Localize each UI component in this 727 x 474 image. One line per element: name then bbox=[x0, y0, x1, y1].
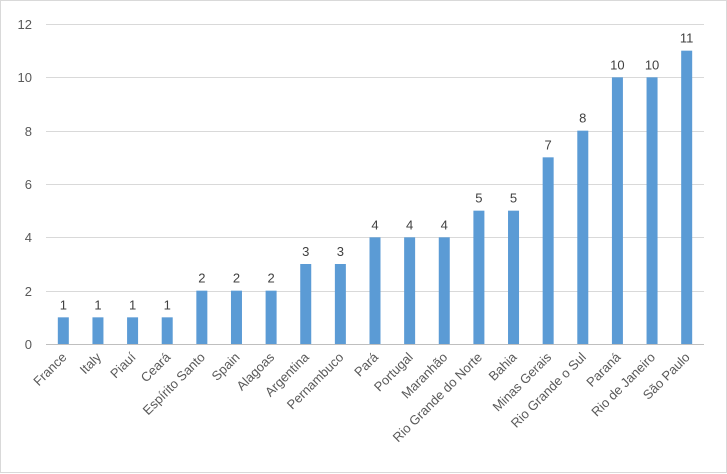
data-label: 4 bbox=[371, 217, 378, 232]
bar bbox=[404, 237, 416, 344]
y-tick-label: 6 bbox=[25, 177, 32, 192]
bar bbox=[334, 264, 346, 344]
bars bbox=[57, 50, 693, 345]
bar bbox=[57, 317, 69, 344]
bar bbox=[300, 264, 312, 344]
bar bbox=[92, 317, 104, 344]
data-label: 10 bbox=[645, 57, 659, 72]
y-tick-label: 4 bbox=[25, 230, 32, 245]
data-label: 2 bbox=[198, 271, 205, 286]
bar bbox=[230, 290, 242, 344]
data-label: 4 bbox=[406, 217, 413, 232]
x-tick-label: Pará bbox=[351, 349, 382, 380]
bar bbox=[542, 157, 554, 344]
x-tick-label: France bbox=[30, 350, 69, 389]
data-label: 1 bbox=[60, 297, 67, 312]
bar bbox=[161, 317, 173, 344]
y-tick-label: 10 bbox=[18, 70, 32, 85]
y-tick-label: 2 bbox=[25, 284, 32, 299]
bar bbox=[681, 50, 693, 345]
bar bbox=[369, 237, 381, 344]
bar bbox=[508, 210, 520, 344]
y-axis-ticks: 0 2 4 6 8 10 12 bbox=[18, 17, 32, 352]
data-label: 3 bbox=[302, 244, 309, 259]
data-label: 2 bbox=[267, 271, 274, 286]
bar bbox=[577, 130, 589, 344]
data-label: 2 bbox=[233, 271, 240, 286]
data-label: 1 bbox=[129, 297, 136, 312]
bar bbox=[265, 290, 277, 344]
data-label: 10 bbox=[610, 57, 624, 72]
data-label: 1 bbox=[94, 297, 101, 312]
x-tick-label: Espírito Santo bbox=[140, 350, 208, 418]
bar bbox=[438, 237, 450, 344]
y-tick-label: 8 bbox=[25, 124, 32, 139]
bar bbox=[473, 210, 485, 344]
bar bbox=[646, 77, 658, 344]
y-tick-label: 12 bbox=[18, 17, 32, 32]
data-label: 4 bbox=[441, 217, 448, 232]
data-label: 7 bbox=[545, 137, 552, 152]
bar bbox=[127, 317, 139, 344]
x-tick-label: Piauí bbox=[107, 349, 139, 381]
data-label: 1 bbox=[164, 297, 171, 312]
data-label: 5 bbox=[510, 191, 517, 206]
data-label: 11 bbox=[680, 31, 694, 46]
data-label: 8 bbox=[579, 111, 586, 126]
data-label: 5 bbox=[475, 191, 482, 206]
bar bbox=[196, 290, 208, 344]
y-tick-label: 0 bbox=[25, 337, 32, 352]
data-label: 3 bbox=[337, 244, 344, 259]
gridlines bbox=[46, 24, 704, 345]
x-tick-label: Italy bbox=[77, 349, 105, 377]
bar bbox=[611, 77, 623, 344]
